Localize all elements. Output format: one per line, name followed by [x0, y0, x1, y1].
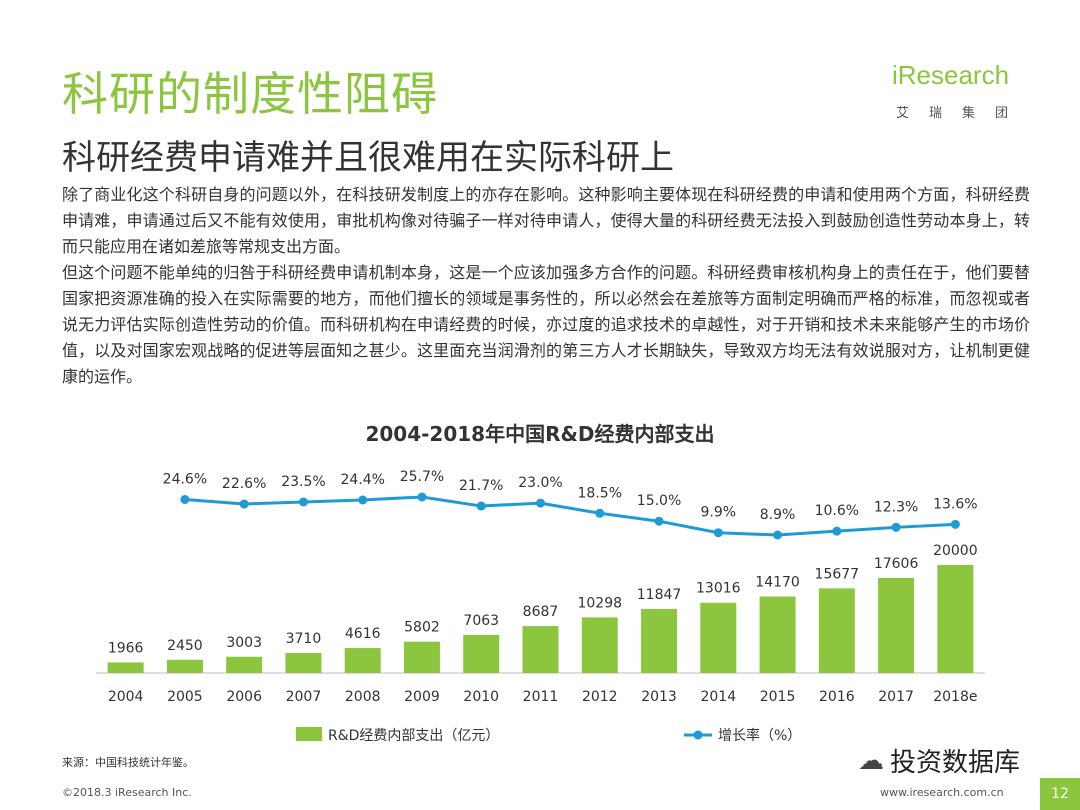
growth-point-2006: [239, 499, 249, 509]
page-subtitle: 科研经费申请难并且很难用在实际科研上: [62, 138, 674, 178]
bar-2010: [463, 634, 500, 673]
bar-2014: [700, 602, 737, 673]
growth-label-2005: 24.6%: [163, 471, 207, 487]
growth-label-2011: 23.0%: [518, 475, 562, 491]
website-text: www.iresearch.com.cn: [880, 786, 1004, 799]
growth-label-2016: 10.6%: [815, 503, 859, 519]
bar-2012: [581, 617, 618, 673]
x-tick-2014: 2014: [700, 689, 736, 705]
bar-label-2011: 8687: [523, 604, 559, 620]
growth-point-2005: [180, 494, 190, 504]
growth-point-2013: [654, 516, 664, 526]
bar-label-2009: 5802: [404, 620, 440, 636]
growth-point-2011: [536, 498, 545, 508]
page-title: 科研的制度性阻碍: [62, 67, 438, 121]
growth-point-2017: [891, 522, 901, 532]
bar-label-2012: 10298: [577, 595, 622, 611]
x-tick-2007: 2007: [286, 689, 322, 705]
bar-2007: [285, 652, 322, 673]
bar-label-2013: 11847: [637, 587, 682, 603]
x-tick-2016: 2016: [819, 689, 855, 705]
growth-point-2010: [476, 501, 486, 511]
growth-point-2008: [358, 495, 368, 505]
growth-label-2006: 22.6%: [222, 476, 266, 492]
x-tick-2012: 2012: [582, 689, 618, 705]
growth-label-2012: 18.5%: [578, 485, 622, 501]
x-tick-2009: 2009: [404, 689, 440, 705]
bar-2013: [641, 609, 678, 673]
growth-point-2016: [832, 526, 842, 536]
bar-label-2018e: 20000: [933, 543, 978, 559]
x-tick-2010: 2010: [463, 689, 499, 705]
growth-label-2013: 15.0%: [637, 493, 681, 509]
legend-line-marker: [693, 730, 703, 740]
bar-2004: [107, 662, 144, 673]
paragraph-2: 但这个问题不能单纯的归咎于科研经费申请机制本身，这是一个应该加强多方合作的问题。…: [62, 263, 1030, 386]
copyright-text: ©2018.3 iResearch Inc.: [62, 786, 192, 799]
bar-label-2010: 7063: [463, 613, 499, 629]
bar-2009: [403, 641, 440, 673]
bar-2011: [522, 626, 559, 673]
source-note: 来源：中国科技统计年鉴。: [62, 756, 194, 769]
bar-2006: [226, 656, 263, 673]
logo-main-text: iResearch: [892, 60, 1010, 90]
logo-sub-text: 艾瑞集团: [896, 106, 1029, 121]
growth-label-2008: 24.4%: [340, 472, 384, 488]
growth-label-2009: 25.7%: [400, 469, 444, 485]
legend-bar-label: R&D经费内部支出（亿元）: [328, 728, 499, 744]
x-tick-2011: 2011: [523, 689, 559, 705]
rd-expenditure-chart: 1966 2004 2450 2005 3003 2006 3710 2007 4616 2008…: [96, 469, 985, 744]
growth-label-2010: 21.7%: [459, 478, 503, 494]
growth-label-2018e: 13.6%: [933, 496, 977, 512]
x-tick-2015: 2015: [760, 689, 796, 705]
x-tick-2013: 2013: [641, 689, 677, 705]
page-number: 12: [1040, 778, 1080, 810]
bar-label-2005: 2450: [167, 638, 203, 654]
x-tick-2006: 2006: [226, 689, 262, 705]
bar-label-2004: 1966: [108, 640, 144, 656]
growth-point-2015: [773, 530, 783, 540]
x-tick-2017: 2017: [878, 689, 914, 705]
bar-label-2015: 14170: [755, 574, 800, 590]
bar-label-2014: 13016: [696, 581, 741, 597]
growth-point-2009: [417, 492, 427, 502]
growth-label-2017: 12.3%: [874, 499, 918, 515]
watermark-text: 投资数据库: [890, 748, 1021, 778]
x-tick-2018e: 2018e: [933, 689, 977, 705]
bar-label-2008: 4616: [345, 626, 381, 642]
bar-2008: [344, 648, 381, 673]
growth-rate-line: [184, 495, 956, 537]
growth-label-2014: 9.9%: [701, 505, 737, 521]
legend-bar-swatch: [296, 727, 322, 741]
bar-2017: [878, 577, 915, 673]
x-tick-2004: 2004: [108, 689, 144, 705]
growth-point-2018e: [950, 519, 960, 529]
x-tick-2008: 2008: [345, 689, 381, 705]
paragraph-1: 除了商业化这个科研自身的问题以外，在科技研发制度上的亦存在影响。这种影响主要体现…: [62, 185, 1030, 256]
iresearch-logo: iResearch 艾瑞集团: [892, 60, 1032, 130]
wechat-watermark: ☁ 投资数据库: [858, 742, 1020, 779]
bar-label-2006: 3003: [226, 635, 262, 651]
bar-label-2016: 15677: [815, 566, 860, 582]
growth-point-2007: [298, 497, 308, 507]
bar-label-2007: 3710: [286, 631, 322, 647]
growth-label-2015: 8.9%: [760, 507, 796, 523]
body-text: 除了商业化这个科研自身的问题以外，在科技研发制度上的亦存在影响。这种影响主要体现…: [62, 182, 1030, 390]
wechat-icon: ☁: [858, 745, 884, 776]
x-tick-2005: 2005: [167, 689, 203, 705]
growth-point-2014: [713, 528, 723, 538]
bar-2005: [166, 659, 203, 673]
growth-label-2007: 23.5%: [281, 474, 325, 490]
bar-2015: [759, 596, 796, 673]
chart-title: 2004-2018年中国R&D经费内部支出: [365, 422, 715, 446]
bar-label-2017: 17606: [874, 556, 919, 572]
bar-2016: [818, 588, 855, 673]
growth-point-2012: [595, 508, 605, 518]
legend-line-label: 增长率（%）: [718, 727, 801, 744]
bar-2018e: [937, 565, 974, 673]
